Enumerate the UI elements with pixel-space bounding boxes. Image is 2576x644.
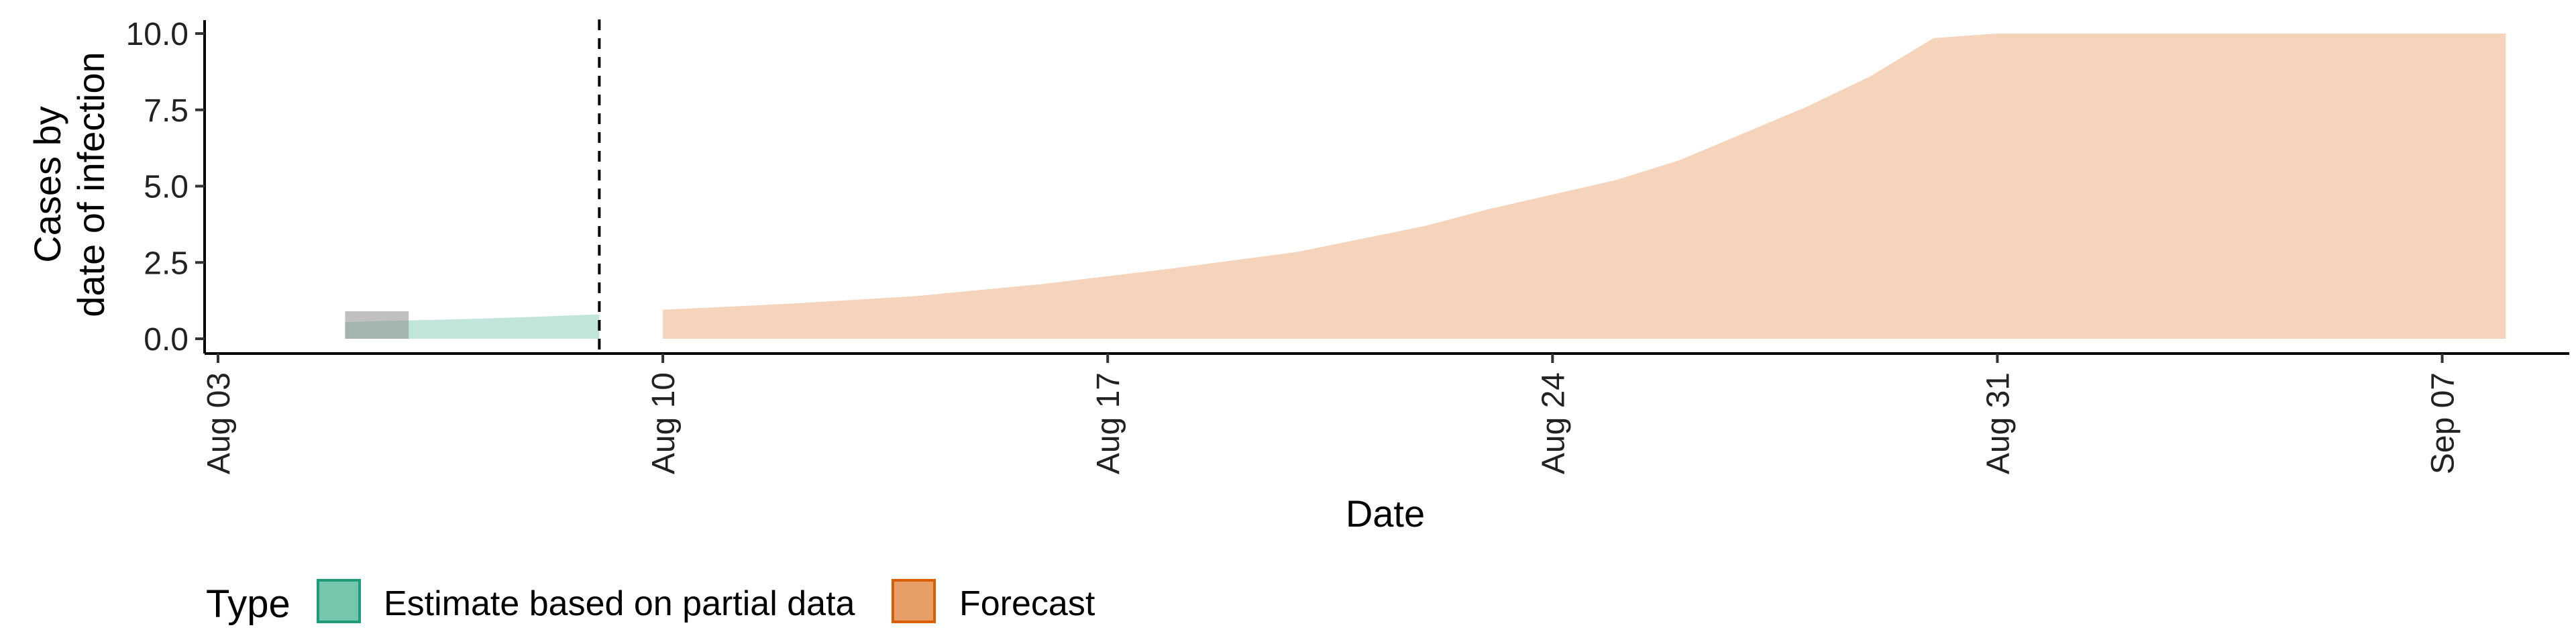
x-tick-label: Aug 10: [646, 372, 682, 474]
ribbon-estimate: [345, 314, 600, 339]
legend-label-forecast: Forecast: [959, 584, 1095, 623]
axes: 0.0 2.5 5.0 7.5 10.0 Aug 03 Aug 10 Aug 17 Aug 24…: [126, 17, 2569, 474]
x-tick-label: Aug 31: [1980, 372, 2016, 474]
y-tick-label: 2.5: [144, 246, 189, 281]
legend-label-estimate: Estimate based on partial data: [384, 584, 855, 623]
legend: Type Estimate based on partial data Fore…: [206, 579, 1095, 626]
y-tick-label: 5.0: [144, 170, 189, 205]
x-axis-title: Date: [1346, 492, 1425, 535]
y-axis-title: Cases by date of infection: [26, 52, 112, 317]
legend-title: Type: [206, 582, 290, 626]
plot-area: [345, 19, 2506, 354]
x-tick-label: Aug 03: [201, 372, 237, 474]
y-tick-label: 0.0: [144, 322, 189, 358]
observed-data-bar: [345, 311, 409, 339]
y-axis-title-line-1: Cases by: [26, 106, 68, 262]
x-tick-label: Aug 17: [1091, 372, 1126, 474]
y-tick-label: 7.5: [144, 93, 189, 129]
y-axis-title-line-2: date of infection: [70, 52, 112, 317]
y-tick-label: 10.0: [126, 17, 189, 52]
legend-swatch-estimate: [317, 579, 361, 623]
x-tick-label: Sep 07: [2426, 372, 2461, 474]
ribbon-forecast: [663, 34, 2506, 339]
legend-swatch-forecast: [892, 579, 936, 623]
x-tick-label: Aug 24: [1536, 372, 1571, 474]
